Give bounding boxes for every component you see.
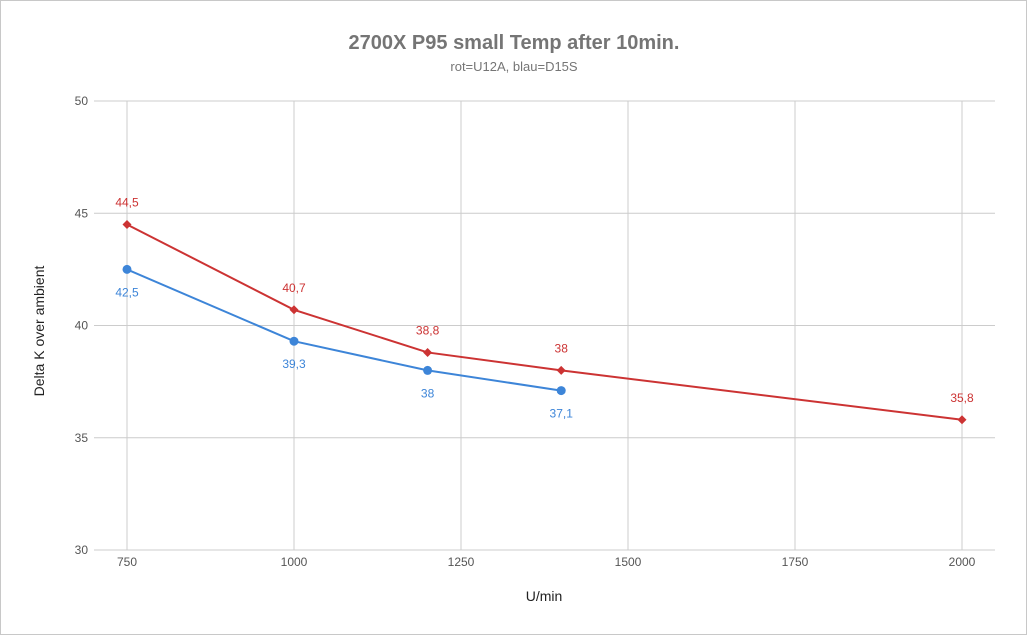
y-tick-label: 50 bbox=[75, 94, 89, 108]
x-tick-label: 1750 bbox=[782, 555, 809, 569]
data-label: 42,5 bbox=[115, 285, 139, 299]
x-tick-label: 750 bbox=[117, 555, 137, 569]
chart-subtitle: rot=U12A, blau=D15S bbox=[450, 59, 578, 74]
y-tick-label: 40 bbox=[75, 319, 89, 333]
data-label: 38,8 bbox=[416, 323, 440, 337]
y-tick-label: 35 bbox=[75, 431, 89, 445]
data-point bbox=[957, 415, 967, 425]
data-label: 44,5 bbox=[115, 195, 139, 209]
y-tick-label: 45 bbox=[75, 206, 89, 220]
series-d15s bbox=[122, 264, 566, 396]
data-point bbox=[423, 347, 433, 357]
data-label: 38 bbox=[421, 386, 435, 400]
series-u12a bbox=[122, 219, 967, 425]
gridlines bbox=[94, 100, 995, 551]
x-tick-label: 1250 bbox=[448, 555, 475, 569]
chart-title: 2700X P95 small Temp after 10min. bbox=[349, 32, 680, 54]
y-tick-label: 30 bbox=[75, 543, 89, 557]
data-labels: 44,5 40,7 38,8 38 35,8 42,5 39,3 38 37,1 bbox=[115, 195, 974, 420]
series-line-u12a bbox=[126, 223, 963, 421]
data-point bbox=[423, 365, 433, 375]
x-tick-label: 1000 bbox=[281, 555, 308, 569]
data-point bbox=[122, 264, 132, 274]
x-tick-label: 1500 bbox=[615, 555, 642, 569]
data-label: 38 bbox=[555, 341, 569, 355]
data-point bbox=[289, 336, 299, 346]
data-point bbox=[556, 365, 566, 375]
data-label: 40,7 bbox=[282, 281, 306, 295]
x-axis-title: U/min bbox=[526, 588, 563, 604]
data-point bbox=[122, 219, 132, 229]
data-label: 39,3 bbox=[282, 357, 306, 371]
series-line-d15s bbox=[126, 268, 562, 392]
x-tick-label: 2000 bbox=[949, 555, 976, 569]
tick-labels: 30 35 40 45 50 750 1000 1250 1500 1750 2000 bbox=[75, 94, 976, 569]
y-axis-title: Delta K over ambient bbox=[31, 266, 47, 397]
data-point bbox=[289, 305, 299, 315]
data-label: 37,1 bbox=[550, 407, 574, 421]
data-point bbox=[556, 386, 566, 396]
series bbox=[122, 219, 967, 425]
data-label: 35,8 bbox=[950, 391, 974, 405]
